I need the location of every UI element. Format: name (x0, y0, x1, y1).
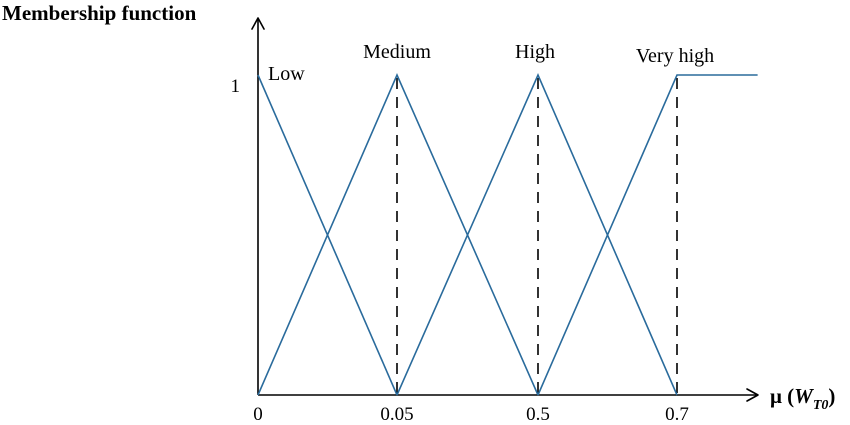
chart-marks: Low Medium High Very high 0 0.05 0.5 0.7 1 (231, 17, 759, 425)
series-label-low: Low (268, 63, 305, 85)
y-tick-label: 1 (231, 76, 241, 97)
mf-line-very-high (537, 74, 758, 396)
x-tick-label: 0.5 (526, 404, 550, 425)
x-axis-arrowhead (746, 388, 759, 402)
x-tick-label: 0.05 (380, 404, 413, 425)
series-label-high: High (515, 41, 555, 63)
x-axis-title-suffix: ) (828, 384, 835, 408)
series-label-medium: Medium (363, 41, 431, 63)
x-axis-title-var: W (794, 384, 814, 408)
x-tick-label: 0 (253, 404, 263, 425)
x-tick-label: 0.7 (665, 404, 689, 425)
y-axis-title: Membership function (2, 1, 197, 25)
x-axis-title-subscript: T0 (813, 398, 829, 413)
series-label-very-high: Very high (636, 45, 714, 67)
y-axis-arrowhead (251, 17, 265, 30)
mf-line-high (396, 73, 678, 396)
x-axis-title-prefix: μ ( (770, 384, 794, 408)
x-axis-title: μ (WT0) (770, 384, 835, 413)
mf-line-medium (257, 73, 539, 396)
